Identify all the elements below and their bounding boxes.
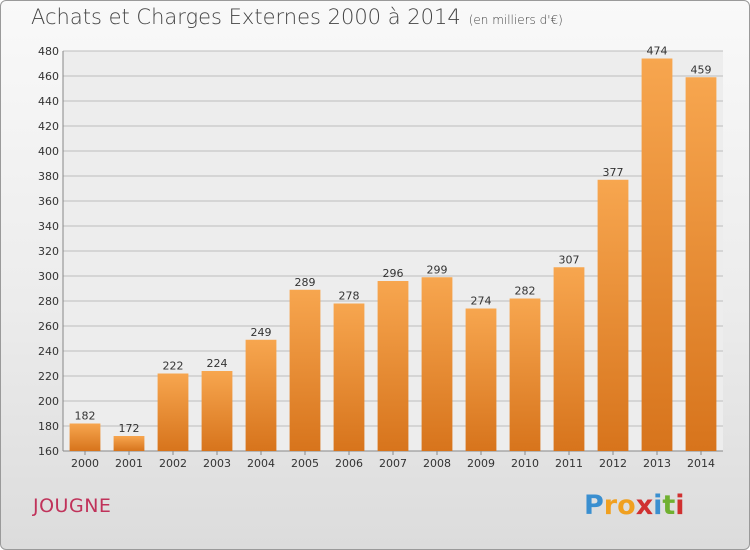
data-label: 278	[339, 290, 360, 303]
x-tick-label: 2011	[555, 457, 583, 470]
x-tick-label: 2000	[71, 457, 99, 470]
x-tick-label: 2001	[115, 457, 143, 470]
x-tick-label: 2006	[335, 457, 363, 470]
x-tick-label: 2002	[159, 457, 187, 470]
bar	[597, 179, 629, 451]
bar	[289, 289, 321, 451]
data-label: 274	[471, 295, 492, 308]
y-tick-label: 360	[38, 195, 59, 208]
y-tick-label: 160	[38, 445, 59, 458]
chart-title: Achats et Charges Externes 2000 à 2014 (e…	[31, 5, 563, 29]
y-tick-label: 180	[38, 420, 59, 433]
proxiti-logo: Proxiti	[584, 490, 685, 521]
bar	[553, 267, 585, 451]
data-label: 289	[295, 276, 316, 289]
bar	[509, 298, 541, 451]
logo-letter: i	[653, 490, 663, 521]
bar	[69, 423, 101, 451]
y-tick-label: 460	[38, 70, 59, 83]
logo-letter: i	[675, 490, 685, 521]
commune-name: JOUGNE	[33, 495, 112, 517]
data-label: 282	[515, 285, 536, 298]
bar	[157, 373, 189, 451]
y-tick-label: 480	[38, 45, 59, 58]
x-tick-label: 2013	[643, 457, 671, 470]
x-tick-label: 2007	[379, 457, 407, 470]
bar	[465, 308, 497, 451]
bar	[201, 371, 233, 451]
bar	[113, 436, 145, 451]
data-label: 474	[647, 45, 668, 58]
bar	[333, 303, 365, 451]
y-tick-label: 280	[38, 295, 59, 308]
y-tick-label: 200	[38, 395, 59, 408]
logo-letter: o	[617, 490, 636, 521]
bar	[685, 77, 717, 451]
logo-letter: t	[662, 490, 676, 521]
data-label: 249	[251, 326, 272, 339]
y-tick-label: 440	[38, 95, 59, 108]
bar	[245, 339, 277, 451]
x-tick-label: 2005	[291, 457, 319, 470]
data-label: 377	[603, 166, 624, 179]
chart-title-text: Achats et Charges Externes 2000 à 2014	[31, 5, 461, 29]
y-tick-label: 400	[38, 145, 59, 158]
x-tick-label: 2010	[511, 457, 539, 470]
data-label: 296	[383, 267, 404, 280]
y-tick-label: 320	[38, 245, 59, 258]
logo-letter: x	[635, 490, 654, 521]
y-tick-label: 240	[38, 345, 59, 358]
x-tick-label: 2004	[247, 457, 275, 470]
y-tick-label: 300	[38, 270, 59, 283]
bar	[641, 58, 673, 451]
data-label: 224	[207, 357, 228, 370]
x-tick-label: 2008	[423, 457, 451, 470]
data-label: 299	[427, 263, 448, 276]
y-tick-label: 340	[38, 220, 59, 233]
data-label: 307	[559, 253, 580, 266]
x-tick-label: 2009	[467, 457, 495, 470]
y-tick-label: 260	[38, 320, 59, 333]
bar	[421, 277, 453, 451]
y-tick-label: 420	[38, 120, 59, 133]
data-label: 182	[75, 410, 96, 423]
x-tick-label: 2003	[203, 457, 231, 470]
data-label: 172	[119, 422, 140, 435]
chart-subtitle: (en milliers d'€)	[468, 13, 563, 27]
bar	[377, 281, 409, 451]
logo-letter: P	[584, 490, 604, 521]
x-tick-label: 2014	[687, 457, 715, 470]
data-label: 459	[691, 63, 712, 76]
data-label: 222	[163, 360, 184, 373]
y-tick-label: 380	[38, 170, 59, 183]
y-tick-label: 220	[38, 370, 59, 383]
logo-letter: r	[603, 490, 618, 521]
x-tick-label: 2012	[599, 457, 627, 470]
